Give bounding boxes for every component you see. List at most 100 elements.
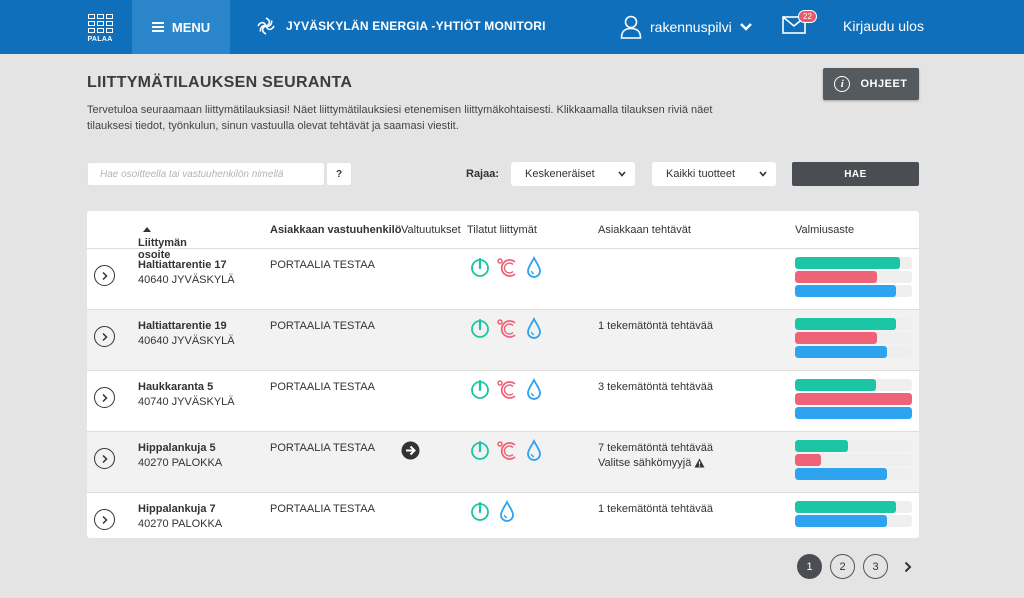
table-row[interactable]: Hippalankuja 5 40270 PALOKKA PORTAALIA TES… [87, 432, 919, 493]
column-ordered: Tilatut liittymät [467, 224, 537, 236]
progress-bar-water [795, 346, 912, 358]
page-button[interactable]: 1 [797, 554, 822, 579]
progress-bars [795, 379, 912, 421]
power-icon [471, 318, 489, 338]
power-icon [471, 440, 489, 460]
column-address[interactable]: Liittymän osoite [138, 224, 187, 261]
authorization-button[interactable] [401, 441, 420, 465]
grid-icon [87, 14, 113, 33]
expand-row-button[interactable] [94, 387, 115, 408]
back-label: PALAA [87, 36, 113, 43]
row-tasks: 1 tekemätöntä tehtävää [598, 503, 713, 515]
expand-row-button[interactable] [94, 265, 115, 286]
progress-bar-heat [795, 454, 912, 466]
row-city: 40270 PALOKKA [138, 457, 223, 469]
progress-bar-heat [795, 271, 912, 283]
sort-up-icon [143, 227, 151, 232]
next-page-button[interactable] [900, 554, 916, 579]
heat-icon [497, 380, 516, 399]
help-button[interactable]: i OHJEET [823, 68, 919, 100]
progress-fill [795, 454, 821, 466]
logout-link[interactable]: Kirjaudu ulos [843, 18, 924, 34]
progress-fill [795, 468, 888, 480]
user-menu[interactable]: rakennuspilvi [620, 15, 752, 39]
progress-bar-power [795, 379, 912, 391]
progress-fill [795, 318, 896, 330]
hamburger-icon [151, 22, 164, 32]
page-button[interactable]: 2 [830, 554, 855, 579]
progress-bars [795, 501, 912, 529]
help-label: OHJEET [860, 78, 908, 90]
ordered-services [469, 378, 545, 402]
progress-fill [795, 285, 896, 297]
progress-fill [795, 379, 876, 391]
row-street: Hippalankuja 5 [138, 442, 216, 454]
messages-button[interactable]: 22 [782, 10, 817, 39]
table-row[interactable]: Haukkaranta 5 40740 JYVÄSKYLÄ PORTAALIA TE… [87, 371, 919, 432]
expand-row-button[interactable] [94, 509, 115, 530]
arrow-right-circle-icon [401, 441, 420, 460]
progress-bars [795, 318, 912, 360]
search-help-button[interactable]: ? [326, 162, 352, 186]
progress-bar-heat [795, 332, 912, 344]
ordered-services [469, 500, 518, 524]
ordered-services [469, 439, 545, 463]
progress-bar-water [795, 515, 912, 527]
row-city: 40640 JYVÄSKYLÄ [138, 274, 235, 286]
progress-fill [795, 440, 848, 452]
progress-fill [795, 501, 896, 513]
expand-row-button[interactable] [94, 326, 115, 347]
row-tasks: 1 tekemätöntä tehtävää [598, 320, 713, 332]
row-tasks: 7 tekemätöntä tehtävää [598, 442, 713, 454]
progress-fill [795, 257, 901, 269]
search-button[interactable]: HAE [792, 162, 919, 186]
mail-count-badge: 22 [798, 10, 817, 23]
row-street: Haltiattarentie 17 [138, 259, 227, 271]
progress-fill [795, 515, 888, 527]
status-select-value: Keskeneräiset [525, 168, 595, 180]
row-tasks: 3 tekemätöntä tehtävää [598, 381, 713, 393]
column-tasks: Asiakkaan tehtävät [598, 224, 691, 236]
table-row[interactable]: Hippalankuja 7 40270 PALOKKA PORTAALIA TES… [87, 493, 919, 538]
status-select[interactable]: Keskeneräiset [511, 162, 635, 186]
power-icon [471, 257, 489, 277]
filter-label: Rajaa: [466, 168, 500, 180]
row-city: 40270 PALOKKA [138, 518, 223, 530]
intro-text: Tervetuloa seuraamaan liittymätilauksias… [87, 104, 713, 132]
top-bar: PALAA MENU JYVÄSKYLÄN ENERGIA -YHTIÖT MO… [0, 0, 1024, 54]
row-contact: PORTAALIA TESTAA [270, 503, 375, 515]
brand-title: JYVÄSKYLÄN ENERGIA -YHTIÖT MONITORI [286, 19, 546, 33]
water-icon [527, 439, 541, 461]
water-icon [527, 317, 541, 339]
chevron-right-icon [101, 393, 108, 402]
water-icon [527, 256, 541, 278]
row-street: Haukkaranta 5 [138, 381, 214, 393]
chevron-right-icon [904, 561, 912, 572]
progress-fill [795, 271, 877, 283]
search-input[interactable] [87, 162, 325, 186]
username: rakennuspilvi [650, 19, 732, 35]
product-select[interactable]: Kaikki tuotteet [652, 162, 776, 186]
brand: JYVÄSKYLÄN ENERGIA -YHTIÖT MONITORI [256, 16, 546, 36]
progress-fill [795, 393, 912, 405]
row-contact: PORTAALIA TESTAA [270, 442, 375, 454]
heat-icon [497, 258, 516, 277]
row-city: 40740 JYVÄSKYLÄ [138, 396, 235, 408]
page-button[interactable]: 3 [863, 554, 888, 579]
progress-bar-power [795, 318, 912, 330]
orders-table: Liittymän osoite Asiakkaan vastuuhenkilö… [87, 211, 919, 538]
menu-button[interactable]: MENU [132, 0, 230, 54]
table-header: Liittymän osoite Asiakkaan vastuuhenkilö… [87, 211, 919, 261]
back-button[interactable]: PALAA [86, 14, 114, 43]
progress-bar-heat [795, 393, 912, 405]
chevron-right-icon [101, 271, 108, 280]
table-row[interactable]: Haltiattarentie 17 40640 JYVÄSKYLÄ PORTAAL… [87, 249, 919, 310]
table-row[interactable]: Haltiattarentie 19 40640 JYVÄSKYLÄ PORTAAL… [87, 310, 919, 371]
progress-bars [795, 440, 912, 482]
progress-fill [795, 332, 877, 344]
expand-row-button[interactable] [94, 448, 115, 469]
power-icon [471, 501, 489, 521]
row-contact: PORTAALIA TESTAA [270, 259, 375, 271]
ordered-services [469, 317, 545, 341]
